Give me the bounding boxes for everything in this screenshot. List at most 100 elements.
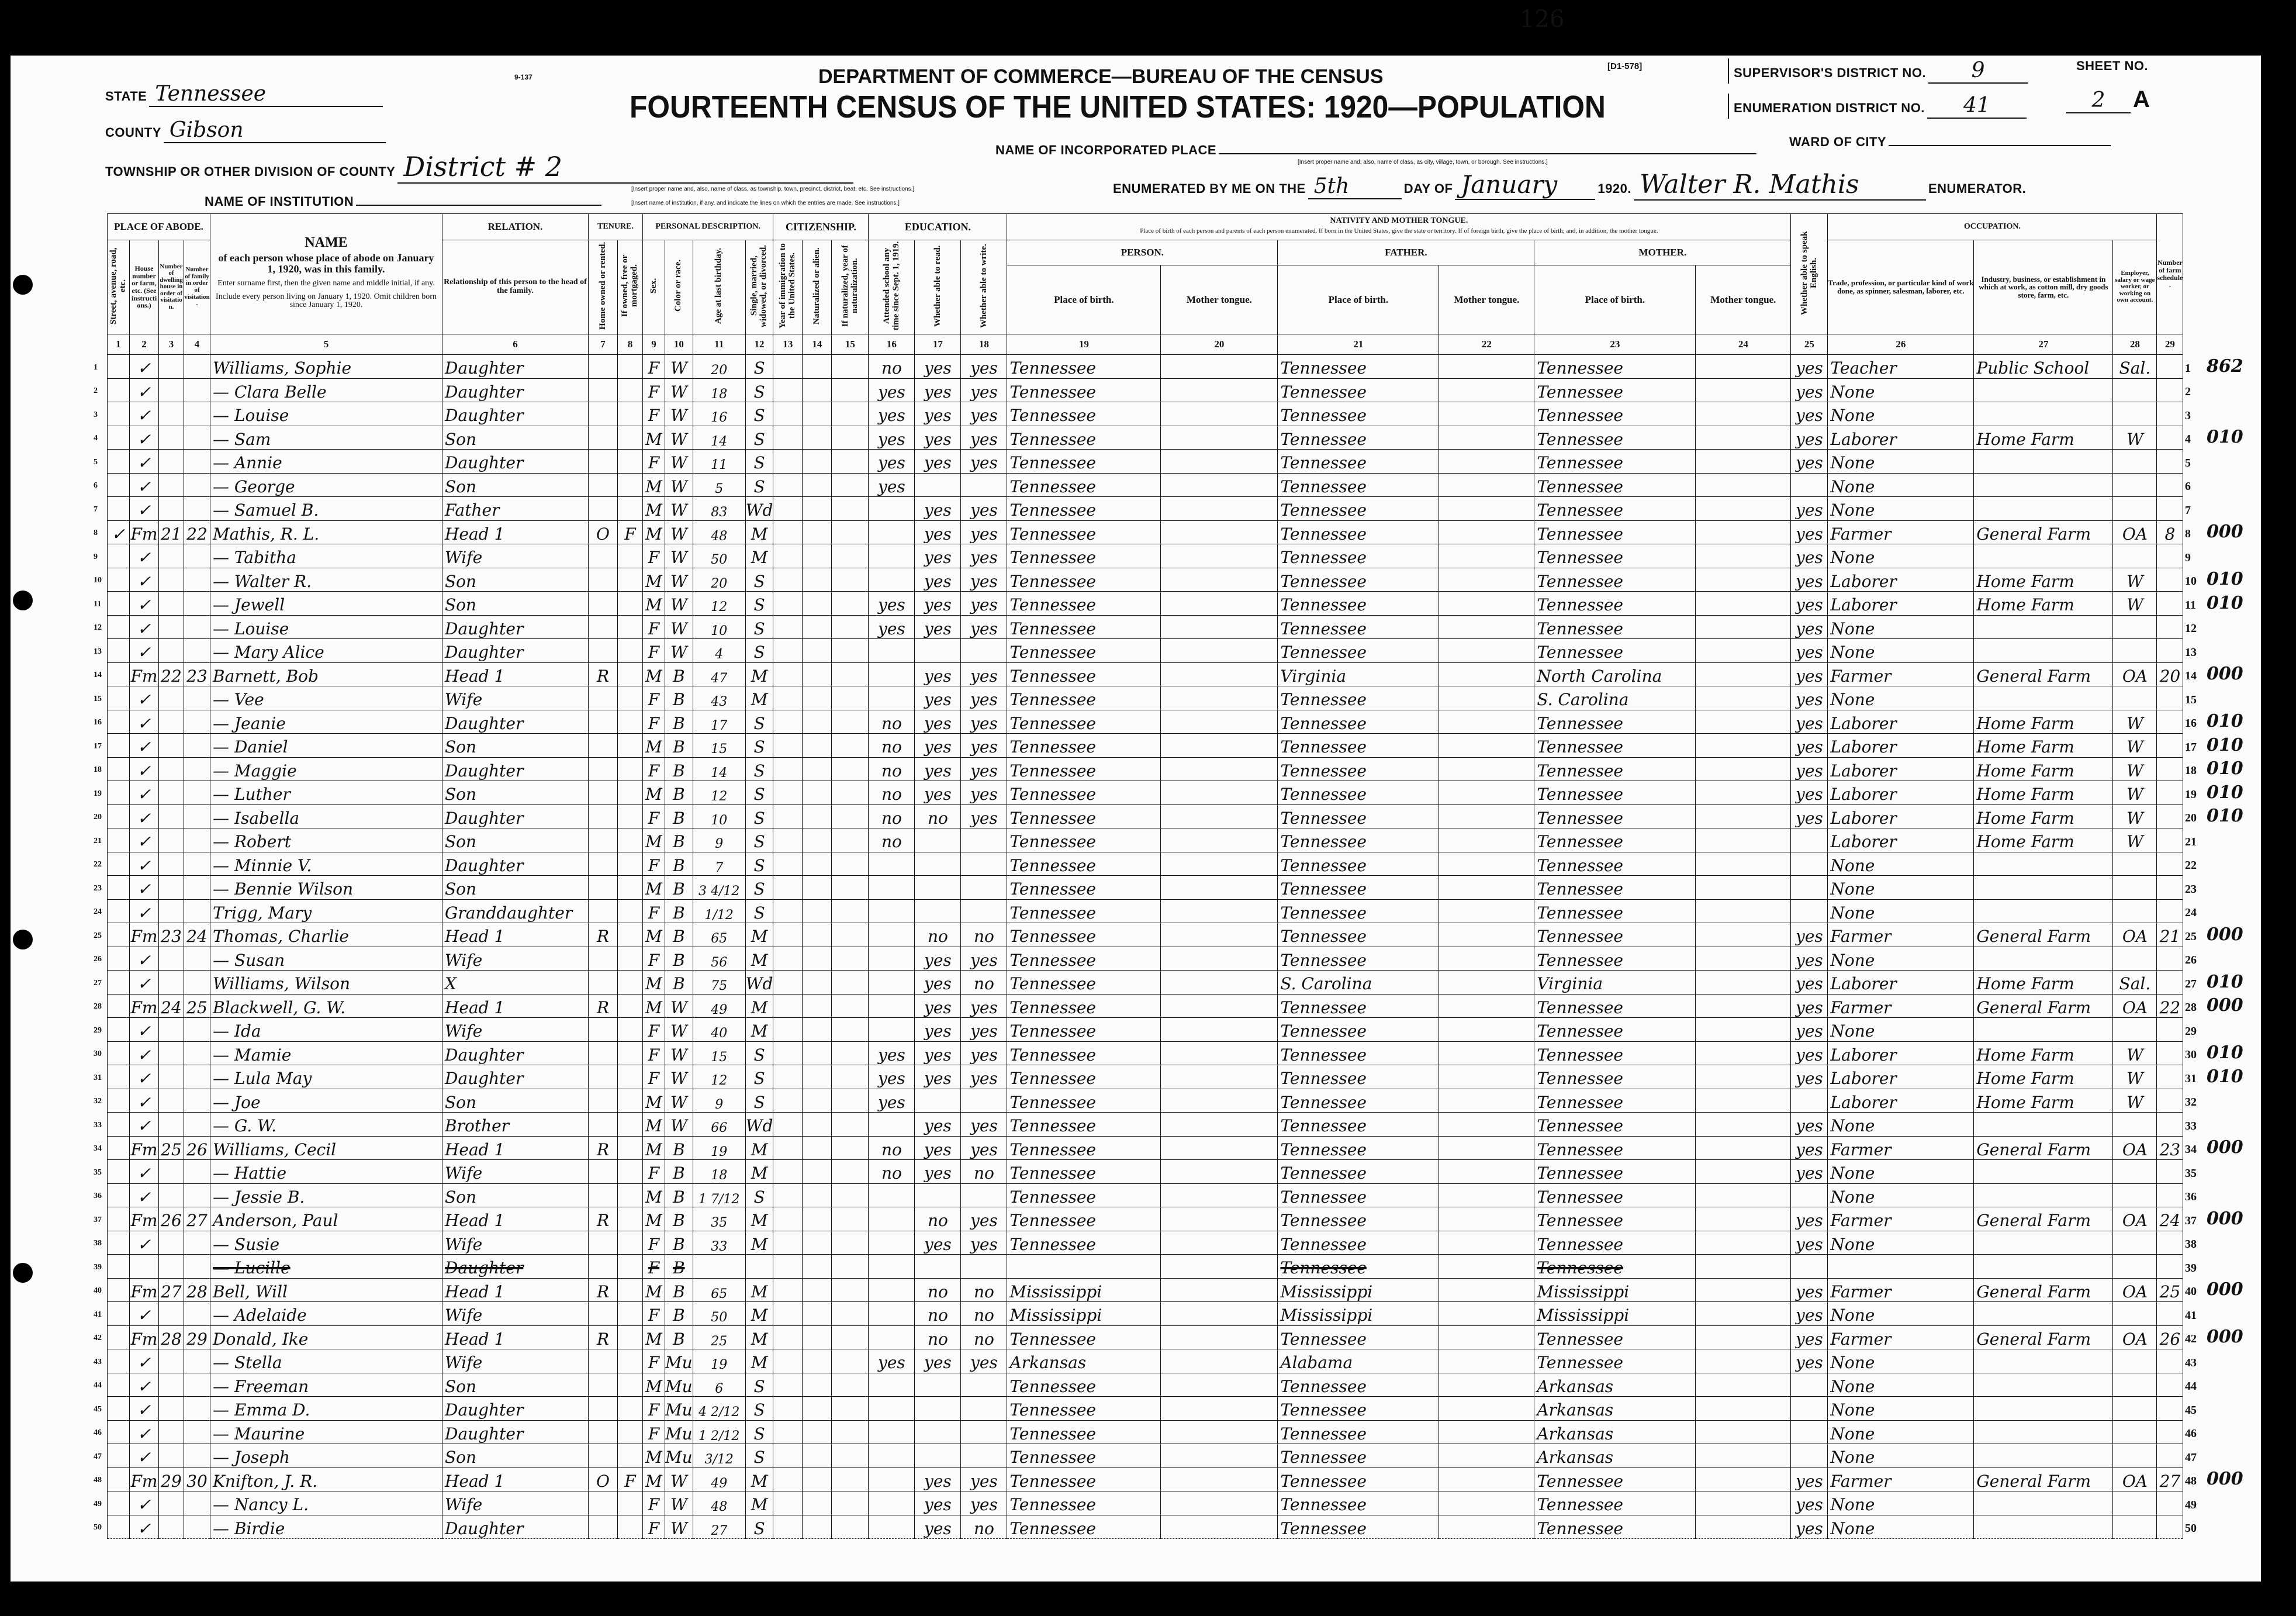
cell-naturalization-year: [831, 1514, 869, 1539]
right-line-number: 17: [2185, 740, 2197, 754]
cell-naturalization-year: [831, 804, 869, 828]
cell-free-mortgaged: [617, 1135, 643, 1160]
cell-family-number: [184, 804, 210, 828]
right-line-number: 38: [2185, 1238, 2197, 1251]
cell-birthplace: Tennessee: [1007, 946, 1161, 971]
cell-name: Trigg, Mary: [210, 899, 442, 923]
cell-free-mortgaged: [617, 686, 643, 710]
cell-color-race: B: [665, 875, 693, 900]
cell-mother-birthplace: Tennessee: [1534, 544, 1696, 568]
cell-house-number: ✓: [129, 1514, 159, 1539]
right-line-number: 10: [2185, 575, 2197, 588]
cell-class-of-worker: W: [2112, 567, 2157, 592]
cell-father-birthplace: Tennessee: [1277, 1207, 1440, 1231]
cell-age: 1/12: [692, 899, 746, 923]
cell-attended-school: no: [868, 781, 915, 805]
cell-able-to-write: [960, 828, 1008, 852]
cell-age: 18: [692, 1159, 746, 1184]
cell-house-number: ✓: [129, 875, 159, 900]
cell-class-of-worker: OA: [2112, 662, 2157, 686]
cell-name: — Clara Belle: [210, 378, 442, 402]
cell-able-to-read: no: [914, 804, 962, 828]
cell-mother-birthplace: Tennessee: [1534, 1207, 1696, 1231]
right-line-number: 11: [2185, 598, 2196, 612]
cell-occupation: None: [1827, 1230, 1975, 1255]
cell-occupation: Laborer: [1827, 567, 1975, 592]
cell-naturalization-year: [831, 544, 869, 568]
supervisor-district-label: SUPERVISOR'S DISTRICT NO.: [1734, 65, 1927, 80]
right-line-number: 7: [2185, 503, 2191, 517]
cell-naturalization-year: [831, 1207, 869, 1231]
cell-speaks-english: [1790, 1420, 1828, 1444]
cell-father-birthplace: Tennessee: [1277, 993, 1440, 1018]
cell-father-birthplace: Tennessee: [1277, 378, 1440, 402]
cell-name: — Ida: [210, 1017, 442, 1042]
cell-speaks-english: yes: [1790, 1514, 1828, 1539]
cell-relation: Son: [442, 472, 589, 497]
cell-attended-school: no: [868, 733, 915, 758]
right-line-number: 41: [2185, 1308, 2197, 1322]
cell-age: 27: [692, 1514, 746, 1539]
cell-able-to-write: [960, 1183, 1008, 1207]
cell-dwelling-number: [158, 1017, 184, 1042]
cell-name: — Isabella: [210, 804, 442, 828]
left-line-number: 36: [94, 1192, 102, 1200]
cell-occupation: Laborer: [1827, 804, 1975, 828]
cell-birthplace: Tennessee: [1007, 449, 1161, 474]
header-c11-text: Age at last birthday.: [714, 248, 724, 324]
cell-birthplace: Arkansas: [1007, 1349, 1161, 1373]
cell-sex: F: [642, 709, 665, 734]
enumerated-label: ENUMERATED BY ME ON THE: [1113, 181, 1306, 196]
left-line-number: 24: [94, 907, 102, 916]
cell-home-owned-rented: O: [588, 1467, 618, 1491]
cell-home-owned-rented: [588, 1041, 618, 1065]
sheet-field: 2 A: [2066, 87, 2150, 113]
cell-marital-status: S: [745, 1514, 774, 1539]
cell-name: — Jewell: [210, 591, 442, 616]
cell-name: — Vee: [210, 686, 442, 710]
cell-birthplace: Tennessee: [1007, 1088, 1161, 1113]
cell-color-race: B: [665, 828, 693, 852]
cell-class-of-worker: [2112, 1230, 2157, 1255]
cell-house-number: ✓: [129, 425, 159, 450]
cell-industry: [1973, 496, 2114, 521]
cell-mother-mother-tongue: [1695, 662, 1792, 686]
cell-age: 48: [692, 520, 746, 544]
cell-marital-status: S: [745, 402, 774, 426]
cell-family-number: 28: [184, 1277, 210, 1302]
cell-age: 3 4/12: [692, 875, 746, 900]
cell-speaks-english: yes: [1790, 662, 1828, 686]
cell-attended-school: [868, 1491, 915, 1515]
cell-sex: F: [642, 686, 665, 710]
cell-free-mortgaged: [617, 1301, 643, 1326]
cell-relation: Daughter: [442, 1254, 589, 1279]
cell-name: Bell, Will: [210, 1277, 442, 1302]
cell-age: 4 2/12: [692, 1396, 746, 1421]
cell-naturalized: [802, 1514, 832, 1539]
cell-name: — Hattie: [210, 1159, 442, 1184]
cell-relation: Daughter: [442, 354, 589, 379]
cell-naturalized: [802, 899, 832, 923]
cell-occupation: Laborer: [1827, 1041, 1975, 1065]
cell-naturalized: [802, 709, 832, 734]
cell-father-birthplace: Tennessee: [1277, 472, 1440, 497]
cell-mother-tongue: [1160, 1065, 1278, 1089]
cell-father-mother-tongue: [1439, 946, 1535, 971]
cell-class-of-worker: OA: [2112, 1135, 2157, 1160]
coding-mark: 010: [2207, 711, 2243, 731]
cell-sex: F: [642, 1065, 665, 1089]
cell-mother-mother-tongue: [1695, 757, 1792, 781]
cell-dwelling-number: [158, 1420, 184, 1444]
cell-house-number: ✓: [129, 567, 159, 592]
cell-marital-status: S: [745, 804, 774, 828]
cell-industry: [1973, 614, 2114, 639]
cell-free-mortgaged: [617, 709, 643, 734]
cell-occupation: None: [1827, 1491, 1975, 1515]
cell-sex: M: [642, 520, 665, 544]
cell-speaks-english: yes: [1790, 709, 1828, 734]
cell-speaks-english: yes: [1790, 970, 1828, 995]
cell-age: 65: [692, 923, 746, 947]
cell-mother-tongue: [1160, 520, 1278, 544]
